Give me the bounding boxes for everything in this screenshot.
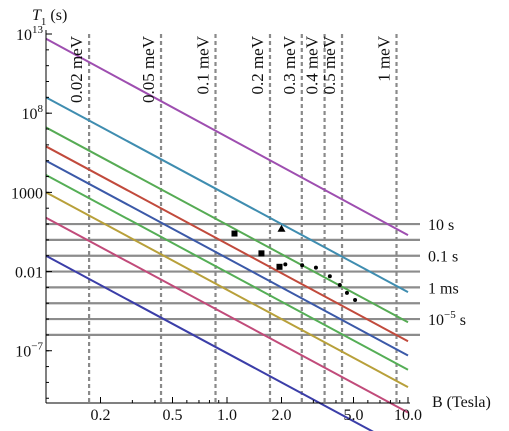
time-label-text: 1 ms: [428, 280, 459, 297]
zeeman-label-7: 1 meV: [375, 35, 394, 82]
marker-dot-5: [300, 263, 305, 268]
y-tick-label-0: 1013: [16, 24, 44, 44]
marker-square-3: [276, 263, 283, 270]
time-label-text: 0.1 s: [428, 249, 458, 266]
y-tick-base: 10: [16, 27, 32, 44]
y-axis-title-subscript: 1: [41, 16, 47, 28]
y-tick-label-4: 10−7: [15, 341, 43, 361]
marker-dot-4: [283, 262, 288, 267]
time-label-text: 10 s: [428, 217, 454, 234]
y-axis-title: T1 (s): [32, 7, 67, 28]
marker-dot-7: [327, 274, 332, 279]
x-tick-label-2: 1.0: [217, 407, 237, 424]
series-line-1: [45, 96, 409, 294]
time-reference-lines: [46, 222, 420, 337]
zeeman-label-0: 0.02 meV: [67, 35, 86, 103]
zeeman-energy-lines: [87, 34, 398, 403]
series-line-8: [45, 254, 374, 431]
y-tick-base: 1000: [11, 185, 43, 202]
y-tick-label-1: 108: [22, 103, 44, 123]
zeeman-label-3: 0.2 meV: [248, 35, 267, 94]
y-tick-exponent: −7: [31, 341, 43, 353]
time-label-2: 1 ms: [428, 280, 459, 297]
series-line-6: [45, 191, 409, 389]
series-line-4: [45, 159, 409, 357]
x-tick-label-3: 2.0: [271, 407, 291, 424]
y-tick-exponent: 8: [38, 103, 44, 115]
series-line-5: [45, 174, 409, 371]
marker-triangle-2: [277, 224, 286, 232]
marker-square-0: [231, 230, 238, 237]
y-tick-base: 10: [15, 344, 31, 361]
y-tick-exponent: 13: [32, 24, 44, 36]
y-tick-label-3: 0.01: [15, 265, 43, 282]
axes: [45, 30, 410, 404]
annotations: 0.02 meV 0.05 meV 0.1 meV 0.2 meV 0.3 meV 0.4…: [11, 7, 491, 424]
y-tick-base: 10: [22, 106, 38, 123]
data-series: [45, 37, 409, 431]
zeeman-label-5: 0.4 meV: [303, 35, 322, 94]
series-line-3: [45, 145, 409, 343]
x-tick-label-5: 10.0: [394, 407, 422, 424]
time-label-1: 0.1 s: [428, 249, 458, 266]
x-axis-title: B (Tesla): [432, 394, 491, 411]
marker-dot-6: [313, 265, 318, 270]
y-tick-base: 0.01: [15, 265, 43, 282]
y-axis-title-unit: (s): [46, 7, 67, 24]
measurement-markers: [231, 224, 358, 303]
zeeman-label-6: 0.5 meV: [320, 35, 339, 94]
marker-square-1: [258, 250, 265, 257]
x-tick-label-0: 0.2: [90, 407, 110, 424]
time-label-3: 10−5 s: [428, 309, 466, 329]
x-tick-label-4: 5.0: [344, 407, 364, 424]
y-axis-title-symbol: T: [32, 7, 42, 24]
series-line-0: [45, 37, 409, 237]
time-label-exponent: −5: [444, 309, 456, 321]
marker-dot-10: [353, 298, 358, 303]
zeeman-label-2: 0.1 meV: [194, 35, 213, 94]
time-label-unit: s: [456, 312, 466, 329]
marker-dot-9: [344, 290, 349, 295]
time-label-0: 10 s: [428, 217, 454, 234]
x-tick-label-1: 0.5: [163, 407, 183, 424]
zeeman-label-1: 0.05 meV: [139, 35, 158, 103]
series-line-7: [45, 216, 409, 414]
marker-dot-8: [337, 283, 342, 288]
series-line-2: [45, 126, 409, 324]
zeeman-label-4: 0.3 meV: [280, 35, 299, 94]
y-tick-label-2: 1000: [11, 185, 43, 202]
time-label-text: 10: [428, 312, 444, 329]
